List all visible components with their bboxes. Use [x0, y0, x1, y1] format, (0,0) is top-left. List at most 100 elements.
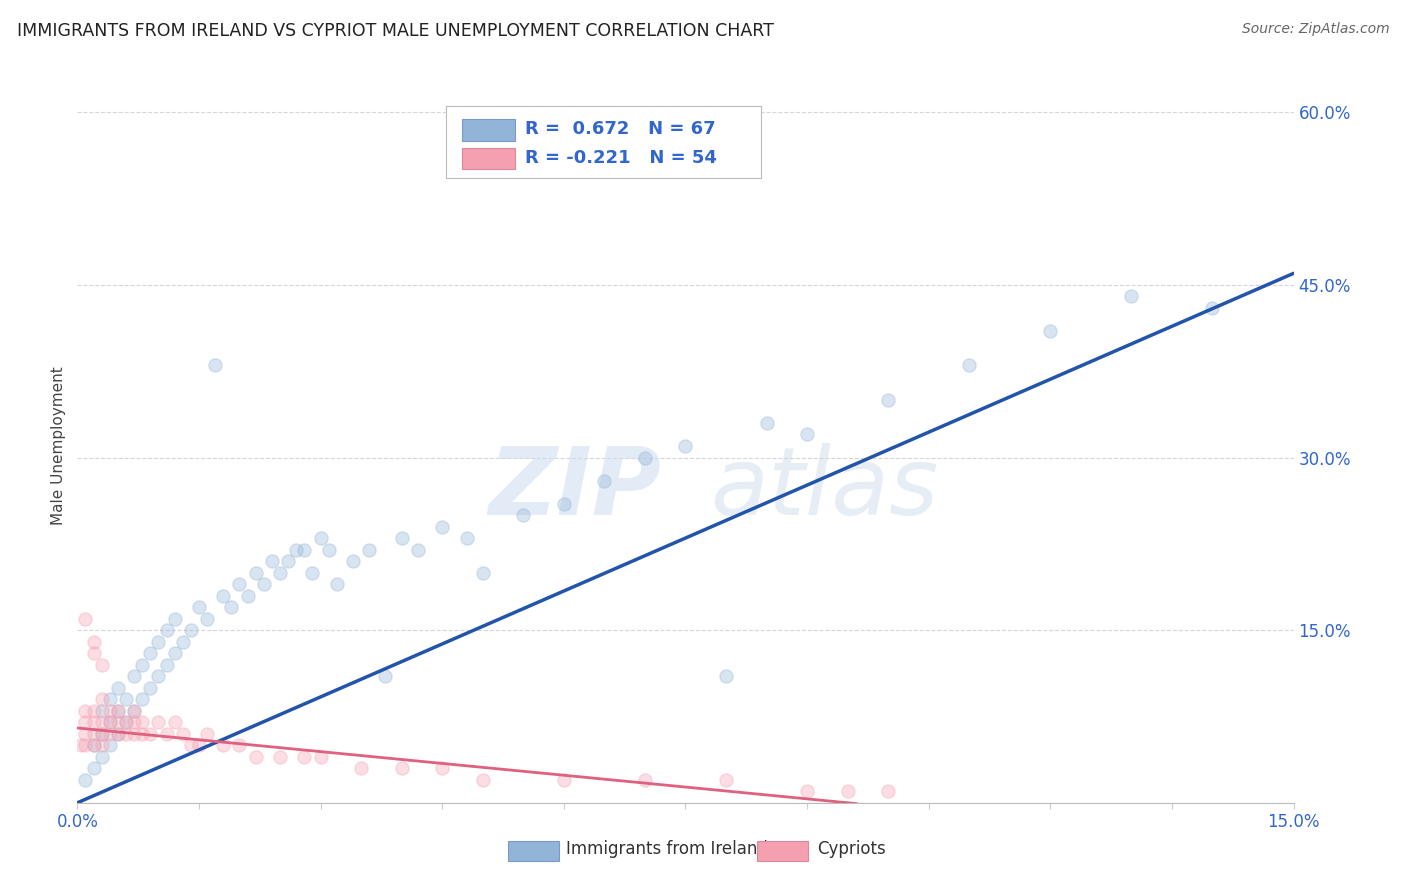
FancyBboxPatch shape — [446, 105, 761, 178]
Point — [301, 566, 323, 580]
Point — [90, 727, 112, 741]
Point — [1121, 289, 1143, 303]
Point — [98, 704, 121, 718]
Y-axis label: Male Unemployment: Male Unemployment — [51, 367, 66, 525]
Point — [1201, 301, 1223, 315]
Point — [122, 704, 145, 718]
Point — [98, 715, 121, 730]
Point — [172, 727, 194, 741]
Point — [292, 749, 315, 764]
Point — [115, 692, 138, 706]
Point — [155, 657, 177, 672]
Point — [139, 727, 162, 741]
Point — [228, 738, 250, 752]
Point — [675, 439, 697, 453]
FancyBboxPatch shape — [461, 120, 515, 141]
Point — [359, 542, 381, 557]
Point — [90, 704, 112, 718]
Text: IMMIGRANTS FROM IRELAND VS CYPRIOT MALE UNEMPLOYMENT CORRELATION CHART: IMMIGRANTS FROM IRELAND VS CYPRIOT MALE … — [17, 22, 773, 40]
Point — [253, 577, 276, 591]
Point — [70, 738, 93, 752]
Point — [75, 727, 97, 741]
Point — [188, 600, 211, 615]
Point — [148, 634, 170, 648]
Point — [131, 657, 153, 672]
Point — [837, 784, 859, 798]
Point — [471, 772, 494, 787]
Point — [122, 715, 145, 730]
Point — [553, 497, 575, 511]
Point — [107, 715, 129, 730]
Point — [172, 634, 194, 648]
Point — [98, 727, 121, 741]
Point — [115, 715, 138, 730]
Point — [122, 669, 145, 683]
Point — [98, 715, 121, 730]
Point — [342, 554, 364, 568]
Point — [75, 715, 97, 730]
Point — [406, 542, 429, 557]
Point — [796, 784, 818, 798]
Point — [122, 704, 145, 718]
Point — [163, 646, 186, 660]
Point — [155, 727, 177, 741]
Point — [456, 531, 478, 545]
FancyBboxPatch shape — [461, 148, 515, 169]
Point — [131, 727, 153, 741]
Point — [163, 715, 186, 730]
Point — [139, 646, 162, 660]
Point — [796, 427, 818, 442]
Text: Source: ZipAtlas.com: Source: ZipAtlas.com — [1241, 22, 1389, 37]
Point — [877, 392, 900, 407]
Point — [204, 359, 226, 373]
Point — [195, 612, 218, 626]
Point — [83, 704, 105, 718]
Point — [131, 692, 153, 706]
Point — [512, 508, 534, 522]
Point — [115, 715, 138, 730]
Point — [714, 772, 737, 787]
Point — [90, 657, 112, 672]
Point — [75, 704, 97, 718]
Point — [245, 749, 267, 764]
Point — [195, 727, 218, 741]
Text: Immigrants from Ireland: Immigrants from Ireland — [567, 840, 768, 858]
Point — [90, 692, 112, 706]
Point — [83, 761, 105, 775]
Point — [98, 692, 121, 706]
Point — [269, 749, 291, 764]
Point — [212, 589, 235, 603]
Text: R = -0.221   N = 54: R = -0.221 N = 54 — [524, 149, 717, 167]
Point — [83, 634, 105, 648]
Point — [83, 715, 105, 730]
Point — [107, 727, 129, 741]
Point — [326, 577, 349, 591]
Point — [148, 715, 170, 730]
Point — [75, 612, 97, 626]
Point — [107, 727, 129, 741]
Point — [471, 566, 494, 580]
Point — [634, 450, 657, 465]
FancyBboxPatch shape — [508, 840, 560, 861]
Text: atlas: atlas — [710, 443, 938, 534]
Point — [107, 704, 129, 718]
Point — [309, 749, 332, 764]
Point — [391, 531, 413, 545]
Text: R =  0.672   N = 67: R = 0.672 N = 67 — [524, 120, 716, 138]
Point — [877, 784, 900, 798]
Point — [374, 669, 396, 683]
Point — [212, 738, 235, 752]
Point — [98, 738, 121, 752]
Point — [122, 727, 145, 741]
Point — [755, 416, 778, 430]
Point — [260, 554, 283, 568]
Point — [221, 600, 243, 615]
Point — [131, 715, 153, 730]
Point — [714, 669, 737, 683]
Point — [107, 704, 129, 718]
Point — [245, 566, 267, 580]
Point — [163, 612, 186, 626]
Point — [430, 519, 453, 533]
Point — [593, 474, 616, 488]
Point — [83, 738, 105, 752]
